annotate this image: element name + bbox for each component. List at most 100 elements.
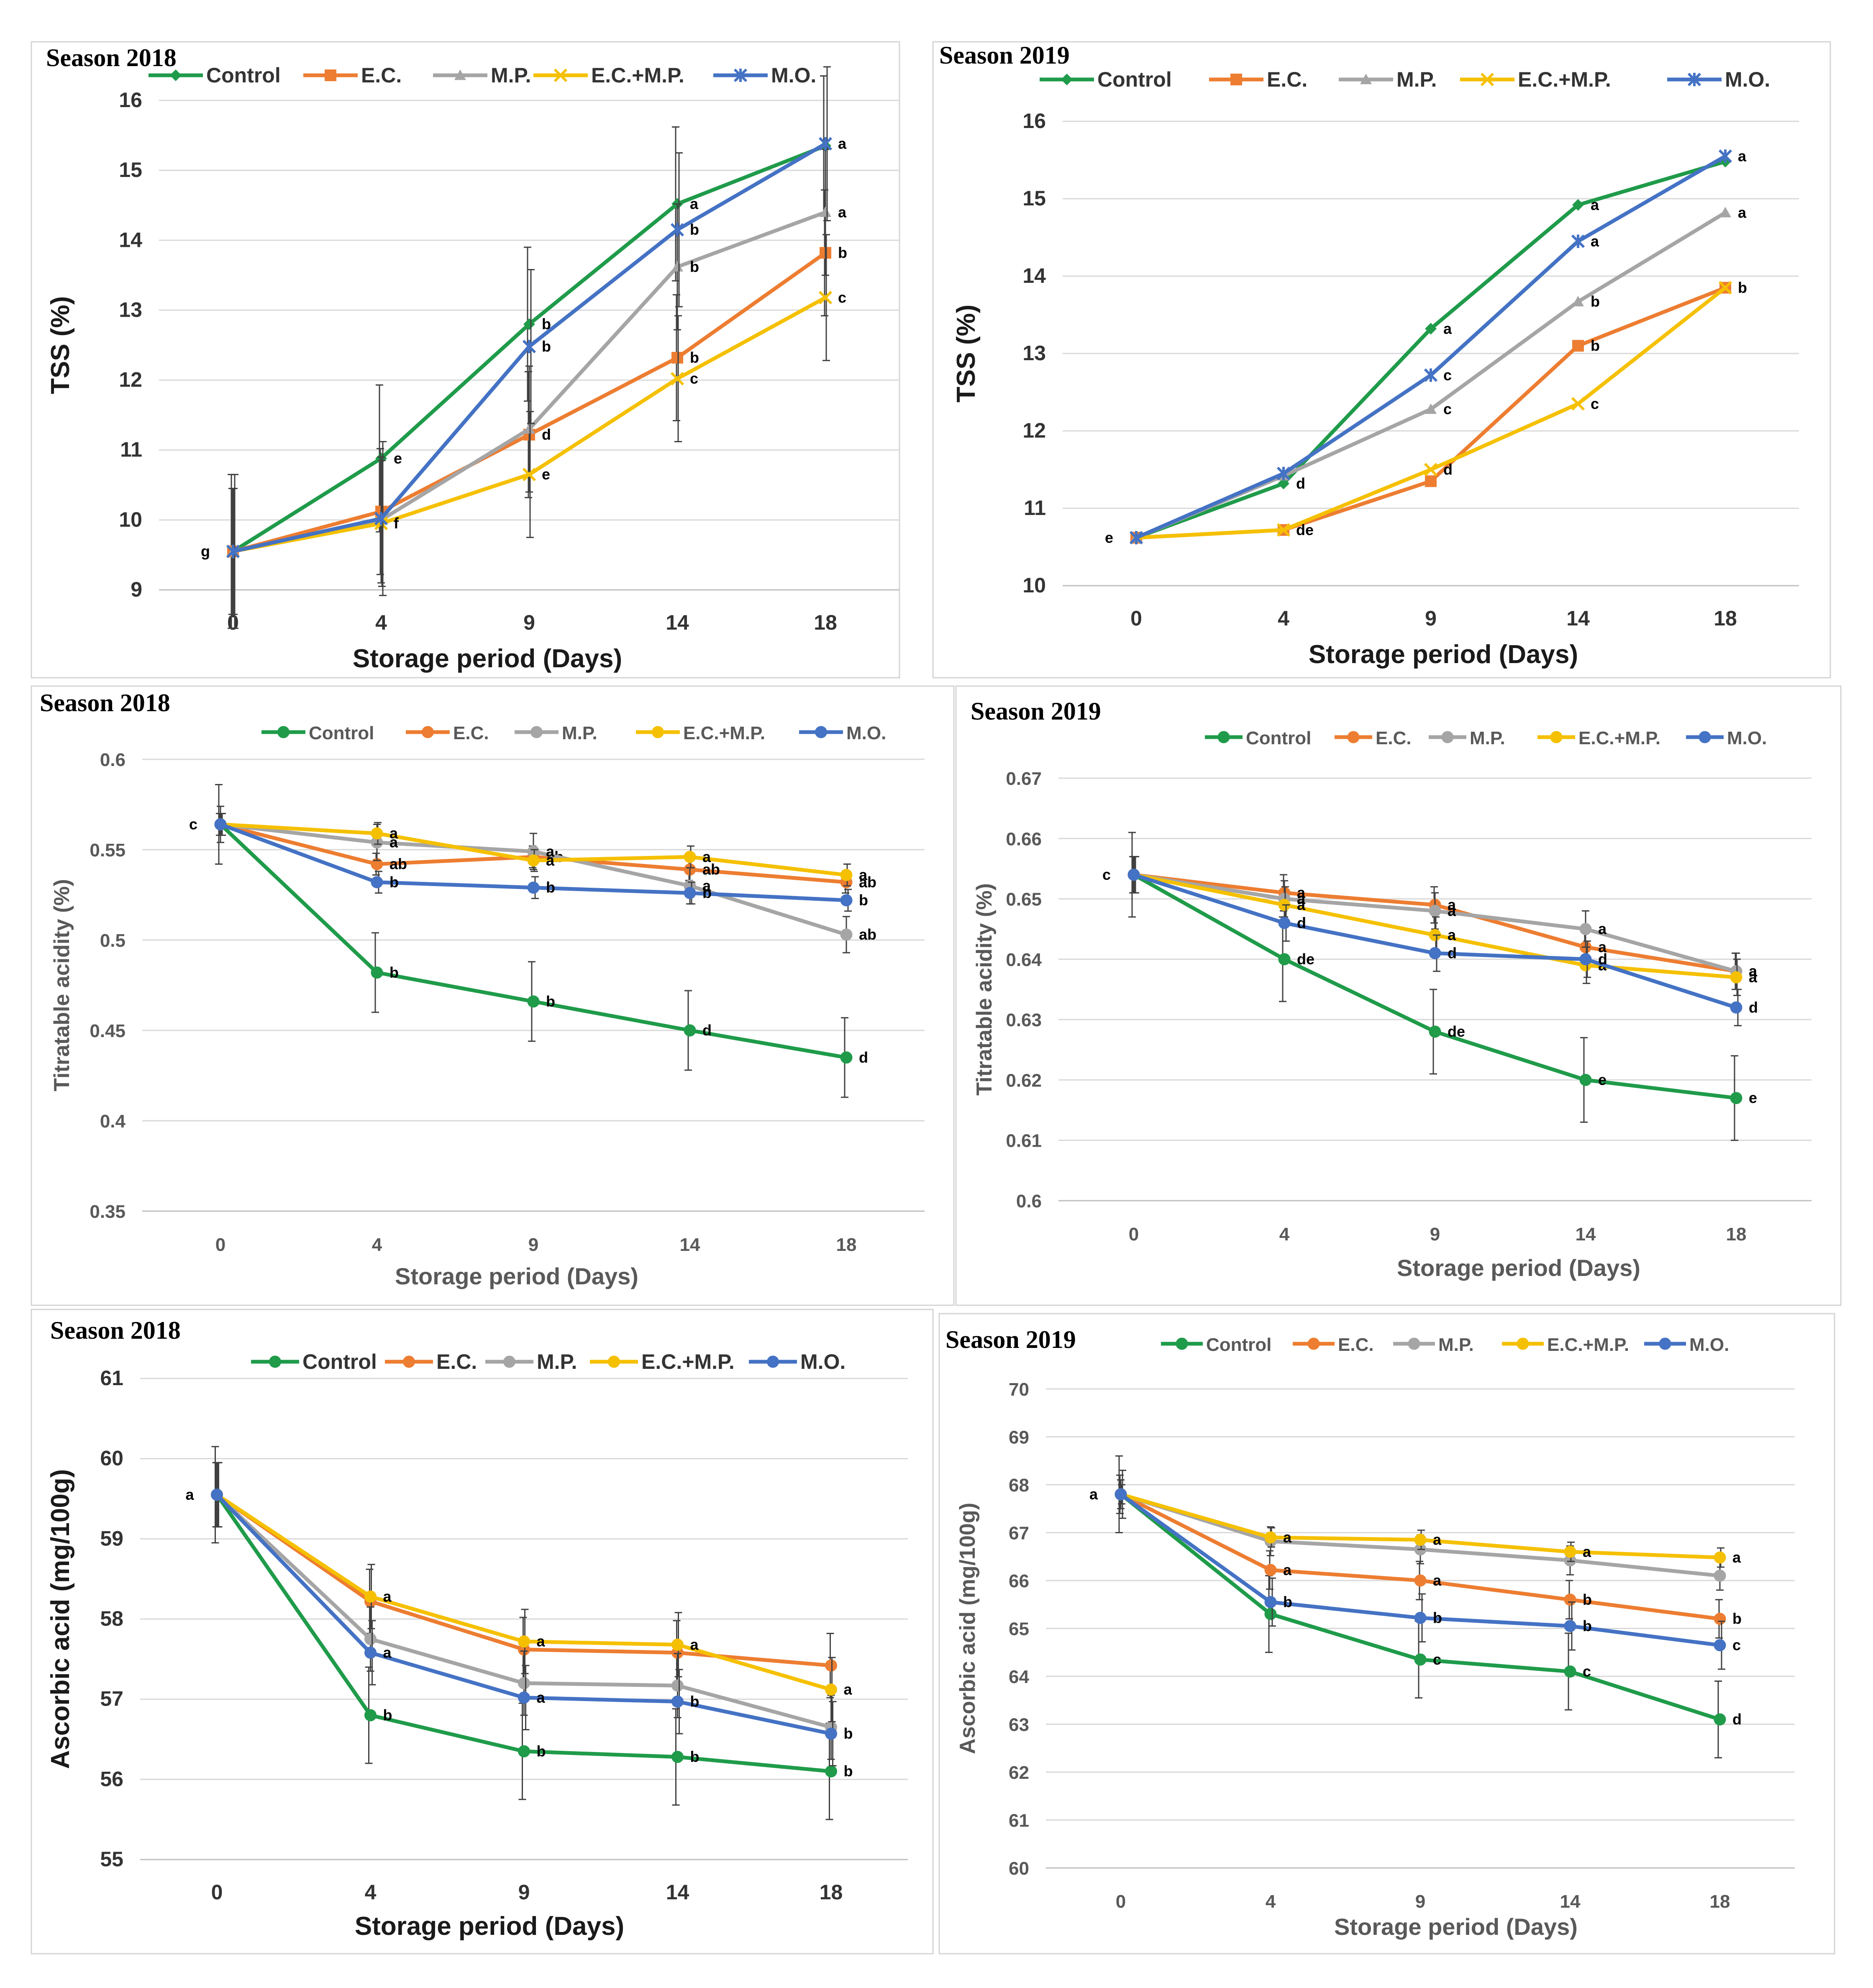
y-tick-label: 0.45 xyxy=(90,1021,126,1041)
legend-marker xyxy=(1176,1337,1188,1350)
data-point-marker xyxy=(1572,296,1584,307)
series-m-o-: a a b b xyxy=(211,1462,853,1767)
legend-item: M.O. xyxy=(1644,1335,1729,1355)
y-tick-label: 56 xyxy=(100,1767,123,1791)
legend-item: E.C. xyxy=(385,1350,477,1373)
significance-letter: a xyxy=(1598,920,1607,938)
legend-label: E.C. xyxy=(1376,728,1412,748)
y-tick-label: 12 xyxy=(119,368,142,392)
legend-label: E.C.+M.P. xyxy=(683,723,765,743)
significance-letter: c xyxy=(1591,395,1599,412)
y-tick-label: 67 xyxy=(1009,1523,1029,1544)
y-tick-label: 55 xyxy=(100,1847,123,1871)
legend-marker xyxy=(269,1355,281,1368)
data-point-marker xyxy=(518,1635,530,1648)
x-tick-label: 0 xyxy=(1116,1891,1126,1912)
legend-item: M.O. xyxy=(799,723,886,743)
significance-letter: c xyxy=(1583,1663,1591,1680)
legend-label: E.C. xyxy=(1267,68,1307,91)
legend: Control E.C. M.P. E.C.+M.P. M.O. xyxy=(1205,728,1767,748)
y-tick-label: 14 xyxy=(1022,264,1046,287)
x-tick-label: 14 xyxy=(1576,1224,1596,1245)
legend-label: E.C.+M.P. xyxy=(1578,728,1660,748)
y-tick-label: 61 xyxy=(100,1366,123,1390)
data-point-marker xyxy=(1714,1713,1726,1726)
data-point-marker xyxy=(671,1638,684,1651)
data-point-marker xyxy=(1414,1534,1427,1546)
data-point-marker xyxy=(1129,531,1143,545)
y-tick-label: 69 xyxy=(1009,1427,1029,1448)
legend-item: M.O. xyxy=(1686,728,1767,748)
legend-marker xyxy=(1307,1337,1320,1350)
data-point-marker xyxy=(374,512,388,525)
significance-letter: e xyxy=(1749,1089,1757,1107)
significance-letter: a xyxy=(389,825,398,842)
x-tick-label: 4 xyxy=(1278,607,1289,630)
significance-letter: b xyxy=(1583,1591,1592,1608)
y-tick-label: 10 xyxy=(119,508,142,531)
significance-letter: b xyxy=(1591,293,1600,310)
x-tick-label: 14 xyxy=(1560,1891,1581,1912)
panel-frame xyxy=(938,1313,1835,1955)
significance-letter: b xyxy=(844,1763,853,1780)
y-tick-label: 11 xyxy=(1024,496,1046,520)
data-point-marker xyxy=(1276,466,1291,480)
data-point-marker xyxy=(371,876,383,889)
significance-letter: c xyxy=(189,816,197,833)
data-point-marker xyxy=(1414,1574,1427,1587)
data-point-marker xyxy=(825,1727,837,1740)
legend-item: M.P. xyxy=(1339,68,1437,91)
y-tick-label: 62 xyxy=(1009,1763,1029,1783)
x-tick-label: 18 xyxy=(836,1235,857,1255)
x-axis-label: Storage period (Days) xyxy=(353,644,622,673)
data-point-marker xyxy=(1564,1593,1576,1606)
significance-letter: a xyxy=(859,866,868,883)
significance-letter: a xyxy=(1591,196,1599,213)
significance-letter: c xyxy=(1732,1637,1741,1654)
legend-label: E.C.+M.P. xyxy=(641,1350,735,1373)
panel-frame xyxy=(31,1309,934,1955)
legend-marker xyxy=(325,69,336,81)
x-tick-label: 9 xyxy=(518,1880,530,1904)
data-point-marker xyxy=(1730,1001,1742,1014)
legend-marker xyxy=(767,1355,779,1368)
significance-letter: b xyxy=(690,258,699,275)
legend-marker xyxy=(652,726,664,738)
significance-letter: b xyxy=(383,1706,392,1724)
significance-letter: b xyxy=(1283,1593,1292,1611)
significance-letter: d xyxy=(702,1022,712,1039)
legend-marker xyxy=(1217,731,1230,743)
significance-letter: b xyxy=(690,349,699,366)
significance-letter: b xyxy=(690,1693,699,1710)
legend-marker xyxy=(277,726,290,738)
significance-letter: a xyxy=(1433,1572,1442,1589)
data-point-marker xyxy=(1730,1092,1742,1104)
legend-marker xyxy=(530,726,543,738)
legend-item: Control xyxy=(1161,1335,1271,1355)
data-point-marker xyxy=(684,1024,696,1037)
legend-item: Control xyxy=(149,64,281,87)
y-tick-label: 68 xyxy=(1009,1475,1029,1496)
legend-marker xyxy=(608,1355,620,1368)
significance-letter: a xyxy=(1448,896,1456,913)
data-point-marker xyxy=(1278,953,1291,966)
legend-item: M.P. xyxy=(1393,1335,1474,1355)
significance-letter: a xyxy=(838,135,847,152)
chart-aa-2018: 55 56 57 58 59 60 61 0 4 9 14 18 Season 2018 Storage … xyxy=(31,1309,934,1955)
significance-letter: a xyxy=(1598,938,1607,956)
significance-letter: a xyxy=(1448,926,1456,943)
data-point-marker xyxy=(371,966,383,979)
legend-item: M.O. xyxy=(749,1350,846,1373)
significance-letter: a xyxy=(702,877,711,894)
series-e-c-m-p-: a a a a xyxy=(211,1462,853,1722)
x-tick-label: 0 xyxy=(1130,607,1142,630)
legend-marker xyxy=(1699,731,1711,743)
chart-title: Season 2018 xyxy=(50,1317,181,1344)
legend-label: M.O. xyxy=(771,64,816,87)
significance-letter: d xyxy=(542,426,551,443)
data-point-marker xyxy=(527,854,540,867)
legend-label: M.P. xyxy=(491,64,531,87)
legend: Control E.C. M.P. E.C.+M.P. M.O. xyxy=(1161,1335,1729,1355)
y-tick-label: 0.62 xyxy=(1006,1070,1042,1091)
data-point-marker xyxy=(1714,1613,1726,1625)
